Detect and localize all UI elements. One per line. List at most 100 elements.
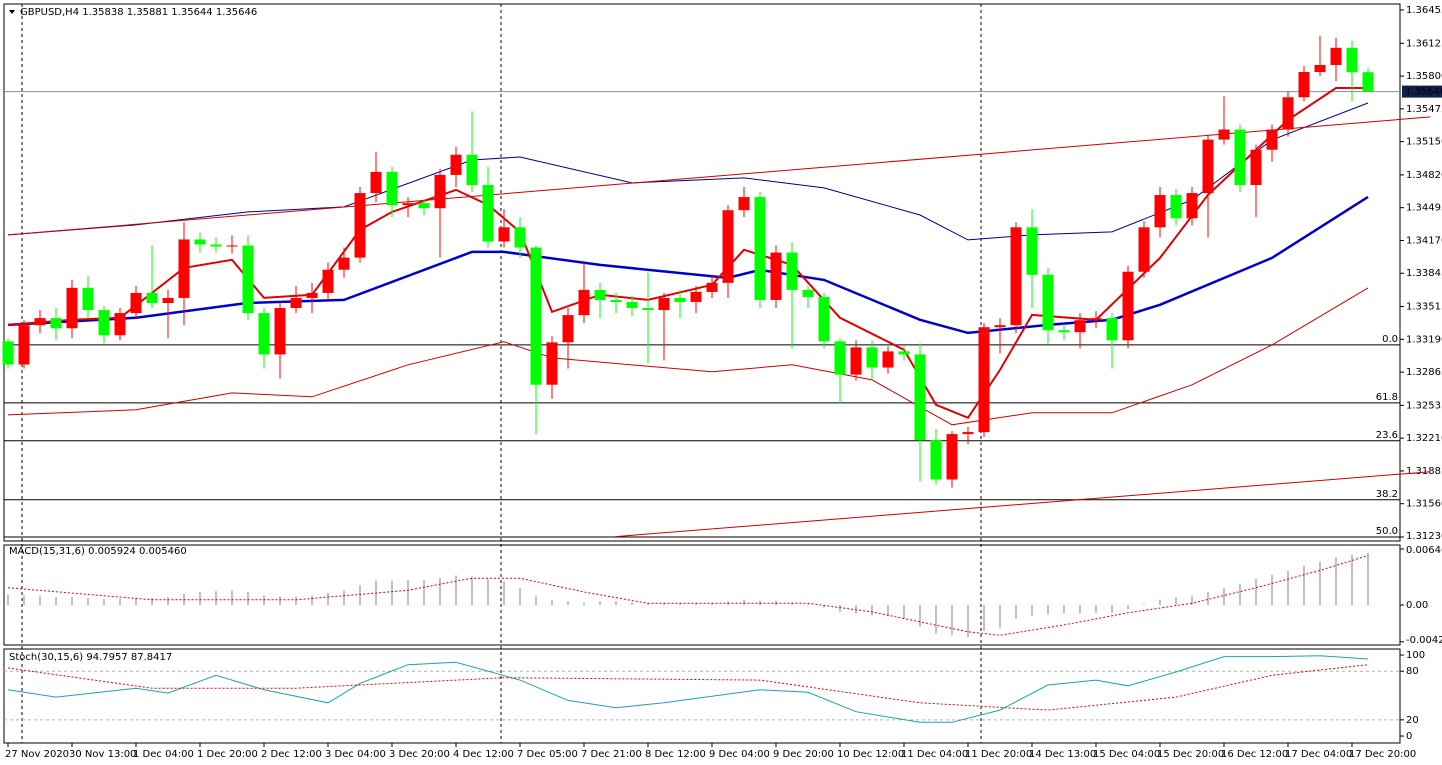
macd-bar xyxy=(359,585,361,605)
y-tick-label: 1.32865 xyxy=(1406,367,1442,378)
macd-bar xyxy=(423,579,425,605)
x-tick-label: 17 Dec 04:00 xyxy=(1285,749,1352,760)
y-tick-label: 1.32210 xyxy=(1406,433,1442,444)
macd-bar xyxy=(295,596,297,605)
macd-bar xyxy=(1159,599,1161,605)
candle-body xyxy=(482,184,494,242)
candle-body xyxy=(1314,64,1326,73)
x-tick-label: 30 Nov 13:00 xyxy=(69,749,136,760)
x-tick-label: 10 Dec 12:00 xyxy=(837,749,904,760)
macd-bar xyxy=(919,605,921,627)
candle-body xyxy=(1218,129,1230,140)
macd-bar xyxy=(39,596,41,605)
macd-bar xyxy=(503,581,505,605)
macd-bar xyxy=(135,598,137,605)
x-tick-label: 9 Dec 20:00 xyxy=(773,749,834,760)
macd-bar xyxy=(343,590,345,605)
candle-body xyxy=(466,154,478,185)
macd-bar xyxy=(999,605,1001,628)
macd-bar xyxy=(151,598,153,605)
candle-body xyxy=(546,342,558,385)
y-tick-label: 1.32535 xyxy=(1406,400,1442,411)
candle-body xyxy=(1122,271,1134,341)
level-label: 0.0 xyxy=(1382,334,1398,345)
candle-body xyxy=(1266,129,1278,150)
candle-body xyxy=(322,269,334,293)
candle-body xyxy=(738,197,750,211)
candle-body xyxy=(866,347,878,368)
macd-bar xyxy=(455,575,457,605)
x-tick-label: 15 Dec 04:00 xyxy=(1093,749,1160,760)
candle-body xyxy=(130,292,142,314)
candle-body xyxy=(162,297,174,304)
candle-body xyxy=(914,354,926,441)
candle-body xyxy=(1074,320,1086,333)
macd-bar xyxy=(647,603,649,605)
x-tick-label: 27 Nov 2020 xyxy=(5,749,69,760)
candle-body xyxy=(1090,318,1102,321)
candle-body xyxy=(146,292,158,304)
macd-bar xyxy=(279,596,281,605)
x-tick-label: 9 Dec 04:00 xyxy=(709,749,770,760)
candle-body xyxy=(370,171,382,194)
candle-body xyxy=(418,203,430,209)
candle-body xyxy=(434,174,446,209)
macd-bar xyxy=(1095,605,1097,613)
candle-body xyxy=(2,341,14,365)
candle-body xyxy=(1234,129,1246,185)
candle-body xyxy=(1026,227,1038,275)
macd-bar xyxy=(679,603,681,605)
candle-body xyxy=(610,299,622,302)
indicator-line xyxy=(614,471,1431,538)
candle-body xyxy=(258,313,270,355)
x-tick-label: 8 Dec 12:00 xyxy=(645,749,706,760)
macd-bar xyxy=(871,605,873,616)
macd-bar xyxy=(1207,592,1209,605)
level-label: 61.8 xyxy=(1376,392,1398,403)
candle-body xyxy=(1138,227,1150,272)
macd-bar xyxy=(711,603,713,605)
macd-bar xyxy=(567,601,569,605)
x-tick-label: 1 Dec 04:00 xyxy=(133,749,194,760)
macd-bar xyxy=(631,602,633,605)
macd-bar xyxy=(1223,587,1225,605)
candle-body xyxy=(1346,47,1358,73)
candle-body xyxy=(66,287,78,329)
candle-body xyxy=(386,171,398,206)
y-tick-label: 1.34820 xyxy=(1406,170,1442,181)
y-tick-label: 1.31885 xyxy=(1406,466,1442,477)
y-tick-label: 100 xyxy=(1406,650,1425,661)
y-tick-label: 1.35150 xyxy=(1406,137,1442,148)
x-tick-label: 3 Dec 20:00 xyxy=(389,749,450,760)
candle-body xyxy=(354,193,366,258)
y-tick-label: 1.33845 xyxy=(1406,268,1442,279)
candle-body xyxy=(450,154,462,175)
y-tick-label: 1.35800 xyxy=(1406,71,1442,82)
macd-bar xyxy=(311,595,313,605)
y-tick-label: 1.36455 xyxy=(1406,5,1442,16)
x-tick-label: 17 Dec 20:00 xyxy=(1349,749,1416,760)
macd-bar xyxy=(1255,579,1257,605)
macd-bar xyxy=(55,597,57,605)
y-tick-label: 1.34495 xyxy=(1406,203,1442,214)
stoch-title: Stoch(30,15,6) 94.7957 87.8417 xyxy=(9,652,172,663)
macd-bar xyxy=(1319,561,1321,605)
macd-bar xyxy=(967,605,969,638)
macd-pane xyxy=(3,544,1401,646)
y-tick-label: 1.33515 xyxy=(1406,302,1442,313)
macd-bar xyxy=(1047,605,1049,615)
macd-bar xyxy=(1143,604,1145,605)
x-tick-label: 4 Dec 12:00 xyxy=(453,749,514,760)
candle-body xyxy=(338,257,350,270)
macd-bar xyxy=(519,587,521,605)
macd-bar xyxy=(119,598,121,605)
macd-bar xyxy=(215,591,217,605)
candle-body xyxy=(706,282,718,292)
macd-bar xyxy=(599,601,601,605)
macd-bar xyxy=(1031,605,1033,616)
macd-bar xyxy=(951,605,953,636)
candle-body xyxy=(1042,274,1054,331)
candle-body xyxy=(1250,149,1262,185)
